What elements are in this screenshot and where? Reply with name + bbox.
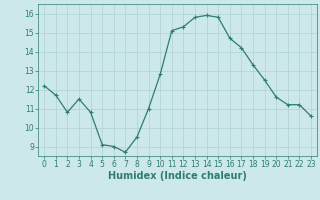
- X-axis label: Humidex (Indice chaleur): Humidex (Indice chaleur): [108, 171, 247, 181]
